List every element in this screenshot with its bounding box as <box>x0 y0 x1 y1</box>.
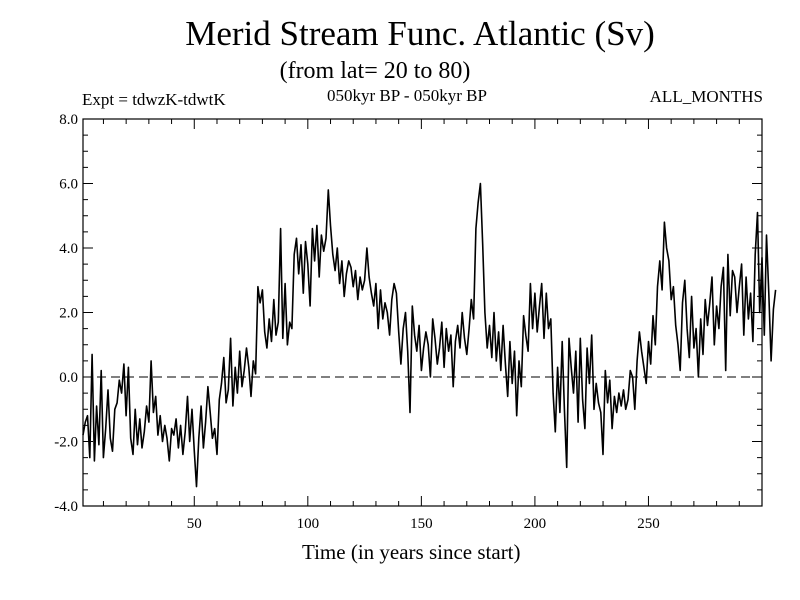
chart-title: Merid Stream Func. Atlantic (Sv) <box>185 14 655 53</box>
y-tick-label: -4.0 <box>54 499 78 515</box>
y-tick-label: 6.0 <box>59 177 78 193</box>
x-tick-label: 250 <box>637 516 660 532</box>
data-series-line <box>82 182 777 488</box>
y-tick-label: 0.0 <box>59 370 78 386</box>
x-axis-label: Time (in years since start) <box>302 540 521 564</box>
tick-labels: -4.0 -2.0 0.0 2.0 4.0 6.0 8.0 50 100 150 200 250 <box>54 112 659 532</box>
x-tick-label: 200 <box>524 516 547 532</box>
period-label: 050kyr BP - 050kyr BP <box>327 86 487 105</box>
y-tick-label: -2.0 <box>54 435 78 451</box>
y-tick-label: 8.0 <box>59 112 78 128</box>
x-tick-label: 100 <box>297 516 320 532</box>
experiment-label: Expt = tdwzK-tdwtK <box>82 90 226 109</box>
y-tick-label: 4.0 <box>59 241 78 257</box>
x-tick-label: 150 <box>410 516 433 532</box>
y-tick-label: 2.0 <box>59 306 78 322</box>
months-label: ALL_MONTHS <box>649 87 763 106</box>
plot-frame <box>82 118 763 507</box>
x-tick-label: 50 <box>187 516 202 532</box>
chart-subtitle: (from lat= 20 to 80) <box>279 58 471 84</box>
axis-ticks <box>83 118 763 507</box>
